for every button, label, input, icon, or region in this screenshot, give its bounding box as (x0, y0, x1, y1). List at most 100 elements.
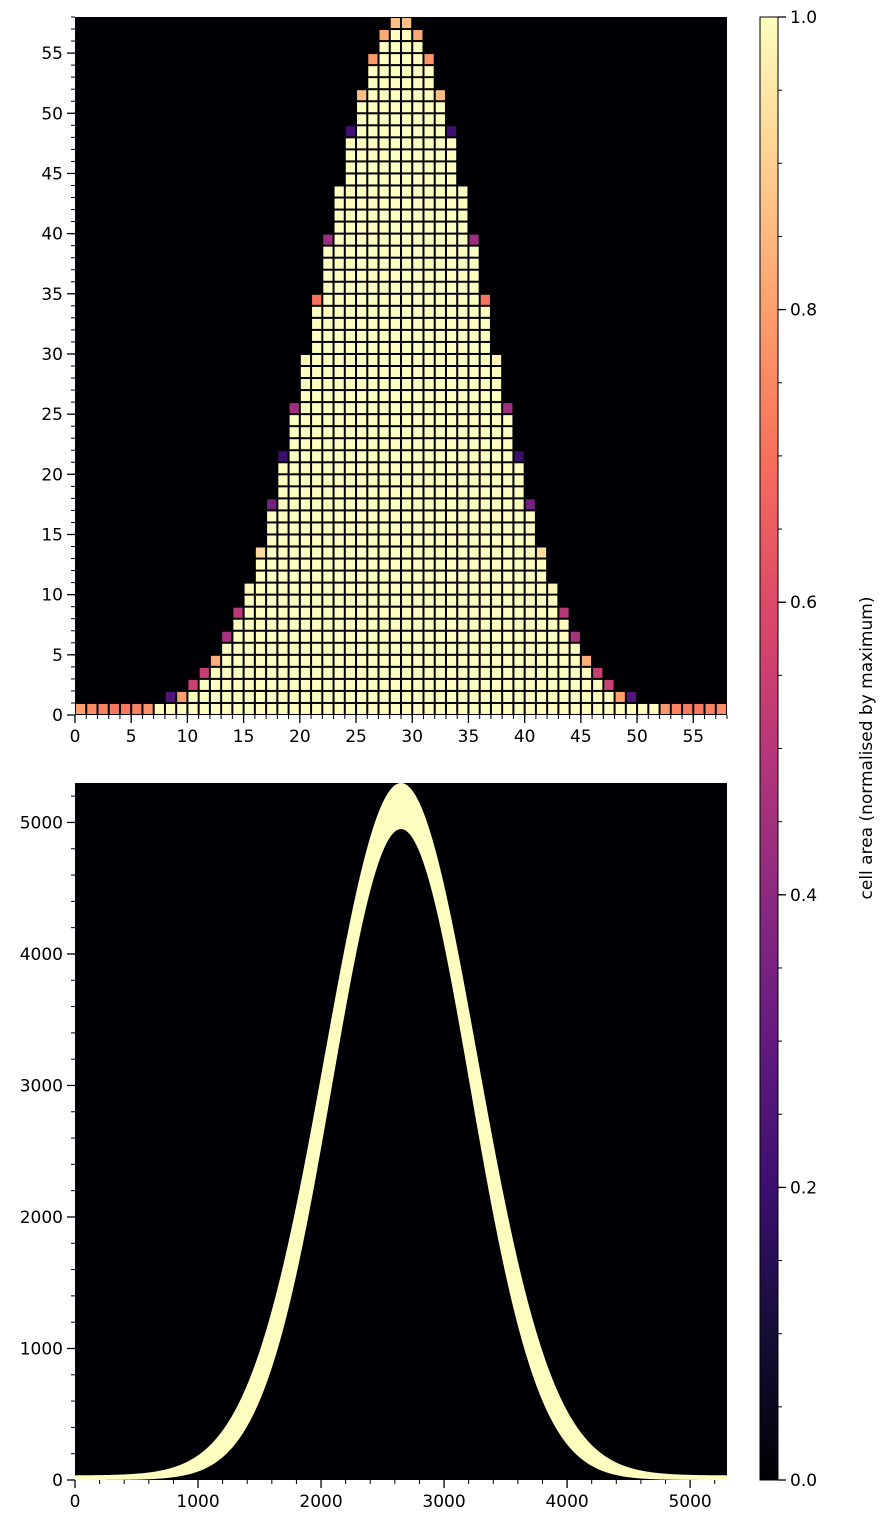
heatmap-cell (435, 102, 445, 113)
heatmap-cell (424, 282, 434, 293)
heatmap-cell (368, 54, 378, 65)
heatmap-cell (390, 523, 400, 534)
heatmap-cell (503, 451, 513, 462)
heatmap-cell (435, 282, 445, 293)
heatmap-cell (357, 475, 367, 486)
heatmap-cell (469, 607, 479, 618)
heatmap-cell (469, 583, 479, 594)
heatmap-cell (548, 643, 558, 654)
heatmap-cell (402, 703, 412, 714)
heatmap-cell (300, 535, 311, 546)
heatmap-cell (390, 415, 400, 426)
heatmap-cell (368, 210, 378, 221)
heatmap-cell (469, 643, 479, 654)
heatmap-cell (312, 523, 322, 534)
heatmap-cell (446, 138, 457, 149)
y-tick-label: 3000 (20, 1076, 63, 1096)
heatmap-cell (424, 631, 434, 642)
heatmap-cell (424, 270, 434, 281)
heatmap-cell (435, 198, 445, 209)
heatmap-cell (300, 547, 311, 558)
heatmap-cell (244, 619, 254, 630)
heatmap-cell (255, 583, 266, 594)
heatmap-cell (593, 667, 603, 678)
heatmap-cell (435, 439, 445, 450)
heatmap-cell (357, 162, 367, 173)
heatmap-cell (390, 342, 400, 353)
heatmap-cell (424, 655, 434, 666)
heatmap-cell (559, 691, 569, 702)
heatmap-cell (424, 342, 434, 353)
heatmap-cell (323, 354, 333, 365)
heatmap-cell (435, 703, 445, 714)
heatmap-cell (300, 427, 311, 438)
heatmap-cell (300, 379, 311, 390)
heatmap-cell (368, 114, 378, 125)
heatmap-cell (469, 258, 479, 269)
x-tick-label: 2000 (299, 1492, 342, 1512)
heatmap-cell (458, 282, 468, 293)
heatmap-cell (435, 583, 445, 594)
heatmap-cell (435, 354, 445, 365)
heatmap-cell (458, 691, 468, 702)
heatmap-cell (503, 487, 513, 498)
heatmap-cell (469, 619, 479, 630)
heatmap-cell (402, 102, 412, 113)
heatmap-cell (525, 595, 535, 606)
heatmap-cell (458, 451, 468, 462)
heatmap-cell (334, 403, 344, 414)
heatmap-cell (312, 318, 322, 329)
heatmap-cell (446, 475, 457, 486)
heatmap-cell (278, 655, 288, 666)
heatmap-cell (480, 631, 490, 642)
heatmap-cell (345, 451, 356, 462)
heatmap-cell (379, 150, 389, 161)
y-tick-label: 20 (41, 465, 63, 485)
heatmap-cell (312, 667, 322, 678)
heatmap-cell (390, 270, 400, 281)
heatmap-cell (334, 523, 344, 534)
heatmap-cell (390, 318, 400, 329)
heatmap-cell (334, 655, 344, 666)
heatmap-cell (446, 487, 457, 498)
heatmap-cell (536, 631, 547, 642)
heatmap-cell (334, 643, 344, 654)
x-tick-label: 45 (570, 727, 592, 747)
heatmap-cell (368, 342, 378, 353)
heatmap-cell (424, 571, 434, 582)
heatmap-cell (357, 210, 367, 221)
heatmap-cell (368, 595, 378, 606)
heatmap-cell (402, 354, 412, 365)
heatmap-cell (368, 102, 378, 113)
heatmap-cell (469, 667, 479, 678)
heatmap-cell (312, 463, 322, 474)
heatmap-cell (345, 342, 356, 353)
heatmap-cell (390, 619, 400, 630)
heatmap-cell (514, 451, 524, 462)
heatmap-cell (435, 691, 445, 702)
y-tick-label: 15 (41, 525, 63, 545)
heatmap-cell (289, 427, 299, 438)
heatmap-cell (177, 703, 187, 714)
heatmap-cell (503, 511, 513, 522)
x-tick-label: 25 (345, 727, 367, 747)
heatmap-cell (323, 691, 333, 702)
y-tick-label: 0 (52, 706, 63, 726)
heatmap-cell (413, 571, 423, 582)
heatmap-cell (278, 559, 288, 570)
heatmap-cell (424, 499, 434, 510)
heatmap-cell (165, 691, 176, 702)
heatmap-cell (626, 691, 637, 702)
heatmap-cell (357, 463, 367, 474)
heatmap-cell (312, 306, 322, 317)
heatmap-cell (390, 210, 400, 221)
heatmap-cell (413, 559, 423, 570)
heatmap-cell (480, 571, 490, 582)
heatmap-cell (469, 703, 479, 714)
heatmap-cell (525, 655, 535, 666)
heatmap-cell (402, 571, 412, 582)
heatmap-cell (469, 367, 479, 378)
top-cells (76, 18, 726, 714)
heatmap-cell (480, 391, 490, 402)
heatmap-cell (244, 631, 254, 642)
